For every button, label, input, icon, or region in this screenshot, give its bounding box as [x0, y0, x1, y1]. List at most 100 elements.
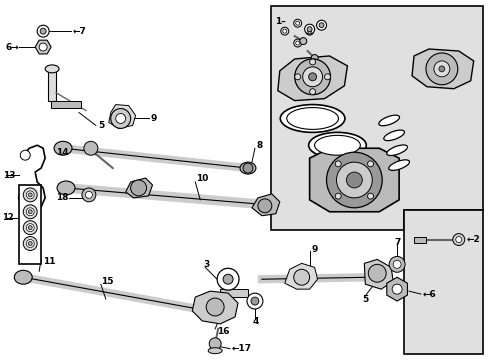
Circle shape [308, 73, 316, 81]
Circle shape [26, 205, 36, 215]
Text: 3: 3 [203, 260, 209, 269]
Circle shape [307, 29, 311, 33]
Circle shape [346, 172, 362, 188]
Ellipse shape [386, 145, 407, 156]
Text: 12: 12 [2, 213, 14, 222]
Text: 5: 5 [362, 294, 368, 303]
Circle shape [305, 27, 313, 35]
Circle shape [452, 234, 464, 246]
Text: 11: 11 [43, 257, 56, 266]
Circle shape [28, 242, 32, 246]
Circle shape [293, 39, 301, 47]
Circle shape [217, 268, 239, 290]
Circle shape [295, 41, 299, 45]
Circle shape [209, 338, 221, 350]
Bar [413, 237, 425, 243]
Text: 6→: 6→ [5, 42, 19, 51]
Circle shape [302, 67, 322, 87]
Polygon shape [270, 6, 482, 230]
Circle shape [438, 66, 444, 72]
Text: 10: 10 [196, 174, 208, 183]
Circle shape [84, 141, 98, 155]
Ellipse shape [308, 132, 366, 158]
Circle shape [40, 28, 46, 34]
Bar [19, 185, 41, 264]
Circle shape [28, 226, 32, 230]
Circle shape [310, 55, 318, 62]
Text: 18: 18 [56, 193, 68, 202]
Text: ←17: ←17 [232, 344, 252, 353]
Ellipse shape [383, 130, 404, 141]
Circle shape [23, 188, 37, 202]
Ellipse shape [378, 115, 399, 126]
Ellipse shape [314, 135, 360, 155]
Ellipse shape [57, 181, 75, 195]
Ellipse shape [240, 162, 255, 174]
Circle shape [246, 293, 263, 309]
Circle shape [293, 19, 301, 27]
Circle shape [37, 25, 49, 37]
Circle shape [294, 59, 330, 95]
Circle shape [392, 260, 400, 268]
Polygon shape [411, 49, 473, 89]
Circle shape [116, 113, 125, 123]
Circle shape [39, 43, 47, 51]
Text: ←7: ←7 [73, 27, 87, 36]
Ellipse shape [14, 270, 32, 284]
Circle shape [243, 163, 252, 173]
Circle shape [26, 191, 34, 199]
Bar [220, 289, 247, 297]
Circle shape [26, 239, 34, 247]
Circle shape [320, 67, 327, 74]
Polygon shape [309, 148, 398, 212]
Circle shape [299, 37, 306, 45]
Circle shape [367, 264, 386, 282]
Text: 9: 9 [150, 114, 157, 123]
Circle shape [433, 61, 449, 77]
Circle shape [26, 224, 34, 231]
Circle shape [130, 180, 146, 196]
Circle shape [250, 297, 258, 305]
Circle shape [23, 205, 37, 219]
Text: 8: 8 [256, 141, 263, 150]
Circle shape [28, 193, 32, 197]
Circle shape [223, 274, 233, 284]
Ellipse shape [388, 160, 408, 170]
Text: 14: 14 [56, 148, 68, 157]
Polygon shape [364, 260, 392, 289]
Circle shape [295, 21, 299, 25]
Polygon shape [251, 194, 279, 216]
Circle shape [304, 24, 314, 34]
Circle shape [309, 89, 315, 95]
Text: 9: 9 [311, 245, 317, 254]
Polygon shape [403, 210, 482, 354]
Bar [51, 100, 81, 108]
Circle shape [280, 27, 288, 35]
Circle shape [425, 53, 457, 85]
Circle shape [20, 150, 30, 160]
Polygon shape [192, 291, 238, 324]
Circle shape [455, 237, 461, 243]
Circle shape [26, 208, 34, 216]
Text: 5: 5 [98, 121, 104, 130]
Circle shape [23, 237, 37, 251]
Circle shape [309, 59, 315, 65]
Circle shape [335, 193, 341, 199]
Ellipse shape [208, 348, 222, 354]
Circle shape [257, 199, 271, 213]
Polygon shape [108, 105, 135, 129]
Text: ←2: ←2 [466, 235, 480, 244]
Circle shape [367, 193, 373, 199]
Circle shape [391, 284, 401, 294]
Text: 1–: 1– [274, 17, 285, 26]
Polygon shape [35, 40, 51, 54]
Text: 7: 7 [393, 238, 400, 247]
Text: 4: 4 [252, 318, 259, 327]
Circle shape [324, 74, 330, 80]
Polygon shape [386, 277, 407, 301]
Circle shape [388, 256, 404, 272]
Text: 13: 13 [3, 171, 16, 180]
Circle shape [319, 23, 324, 28]
Circle shape [336, 162, 371, 198]
Ellipse shape [54, 141, 72, 155]
